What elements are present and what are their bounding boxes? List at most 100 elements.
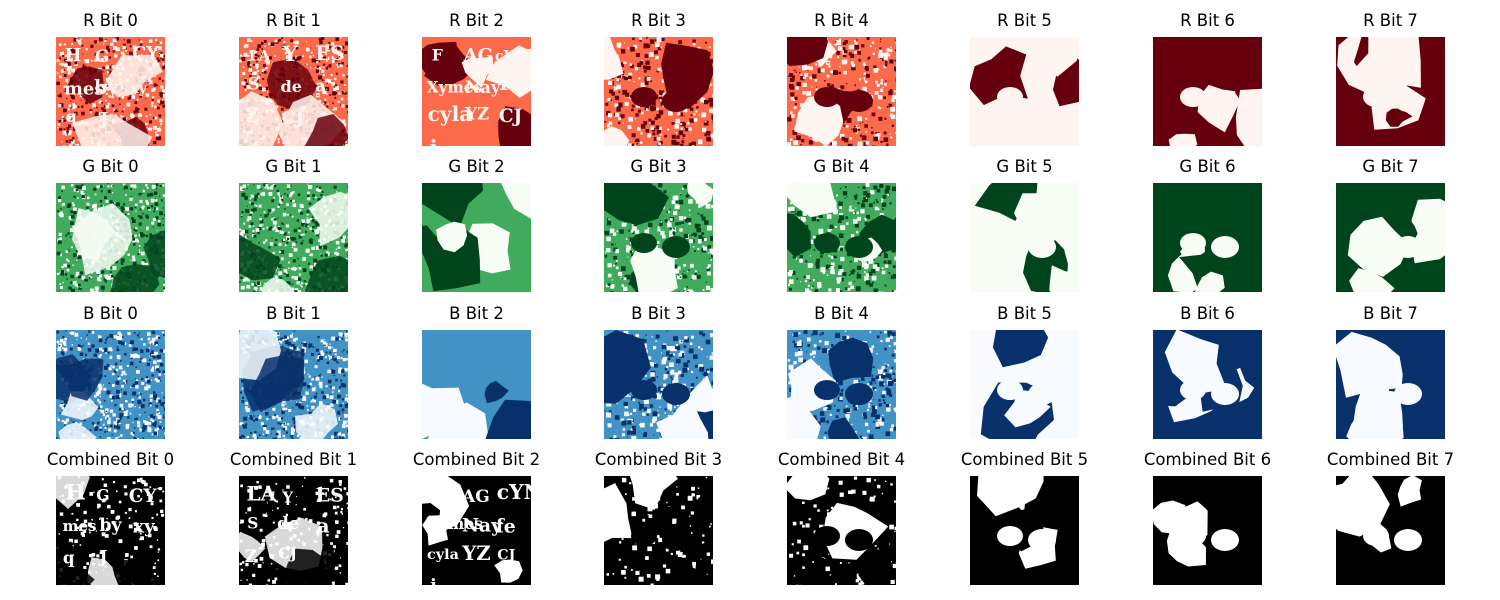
noise-speck [134, 406, 136, 408]
image-region [422, 183, 484, 228]
noise-speck [864, 217, 867, 220]
noise-speck [67, 264, 71, 268]
noise-speck [58, 120, 61, 123]
noise-speck [649, 80, 652, 83]
noise-speck [804, 73, 808, 77]
noise-speck [314, 221, 318, 225]
noise-speck [280, 195, 283, 198]
noise-speck [894, 66, 896, 71]
noise-speck [103, 399, 106, 402]
noise-speck [77, 190, 79, 193]
noise-speck [143, 429, 146, 431]
noise-speck [144, 122, 148, 126]
noise-speck [156, 106, 160, 110]
noise-speck [884, 254, 888, 258]
noise-speck [693, 233, 697, 237]
noise-speck [631, 143, 635, 146]
noise-speck [327, 369, 331, 374]
noise-speck [276, 189, 279, 193]
noise-speck [863, 64, 867, 67]
noise-speck [338, 416, 341, 419]
noise-speck [326, 361, 330, 365]
noise-speck [333, 358, 337, 362]
noise-speck [305, 283, 308, 286]
noise-speck [118, 340, 122, 344]
image-region [72, 114, 153, 146]
noise-speck [321, 37, 325, 41]
noise-speck [828, 65, 831, 68]
noise-speck [254, 284, 257, 287]
noise-speck [120, 206, 124, 210]
noise-speck [68, 56, 70, 58]
noise-speck [872, 264, 878, 269]
noise-speck [271, 185, 273, 188]
noise-speck [710, 236, 713, 241]
noise-speck [295, 46, 299, 50]
noise-speck [869, 45, 872, 47]
noise-speck [325, 394, 329, 399]
noise-speck [678, 130, 684, 136]
noise-speck [317, 355, 321, 358]
noise-speck [135, 227, 138, 230]
noise-speck [331, 80, 333, 82]
noise-speck [815, 88, 818, 91]
noise-speck [848, 281, 852, 285]
noise-speck [894, 59, 896, 62]
noise-speck [789, 73, 793, 77]
noise-speck [135, 379, 139, 382]
noise-speck [70, 228, 74, 232]
noise-speck [679, 143, 684, 146]
noise-speck [90, 59, 93, 62]
noise-speck [87, 196, 90, 200]
noise-speck [248, 415, 251, 418]
noise-speck [264, 45, 266, 48]
noise-speck [63, 423, 66, 426]
bit-plane-svg [56, 330, 165, 439]
noise-speck [102, 185, 104, 187]
noise-speck [334, 434, 337, 437]
noise-speck [632, 250, 634, 252]
noise-speck [138, 396, 141, 399]
noise-speck [788, 75, 790, 77]
noise-speck [259, 218, 262, 221]
noise-speck [649, 39, 655, 44]
noise-speck [59, 404, 63, 408]
noise-speck [340, 80, 344, 84]
noise-speck [105, 338, 108, 341]
noise-speck [673, 336, 678, 341]
noise-speck [607, 273, 612, 278]
noise-speck [95, 58, 99, 62]
noise-speck [608, 113, 613, 118]
noise-speck [308, 262, 311, 265]
noise-speck [321, 191, 324, 193]
noise-speck [606, 284, 609, 288]
noise-speck [624, 404, 629, 409]
noise-speck [155, 58, 158, 61]
noise-speck [249, 197, 252, 200]
noise-speck [106, 437, 111, 439]
noise-speck [709, 367, 713, 372]
noise-speck [623, 61, 626, 65]
noise-speck [93, 207, 97, 212]
noise-speck [336, 356, 340, 359]
noise-speck [99, 409, 102, 412]
noise-speck [266, 55, 269, 59]
noise-speck [623, 286, 628, 291]
noise-speck [279, 250, 282, 254]
noise-speck [818, 228, 824, 234]
noise-speck [667, 210, 670, 214]
noise-speck [253, 198, 257, 202]
noise-speck [136, 238, 139, 241]
noise-speck [163, 407, 165, 412]
noise-speck [874, 91, 879, 95]
noise-speck [344, 141, 347, 144]
noise-speck [86, 206, 89, 209]
noise-speck [154, 75, 156, 78]
noise-speck [151, 184, 156, 189]
noise-speck [264, 186, 267, 189]
image-region [1049, 265, 1078, 292]
noise-speck [879, 184, 884, 188]
noise-speck [710, 83, 713, 86]
noise-speck [680, 350, 685, 355]
